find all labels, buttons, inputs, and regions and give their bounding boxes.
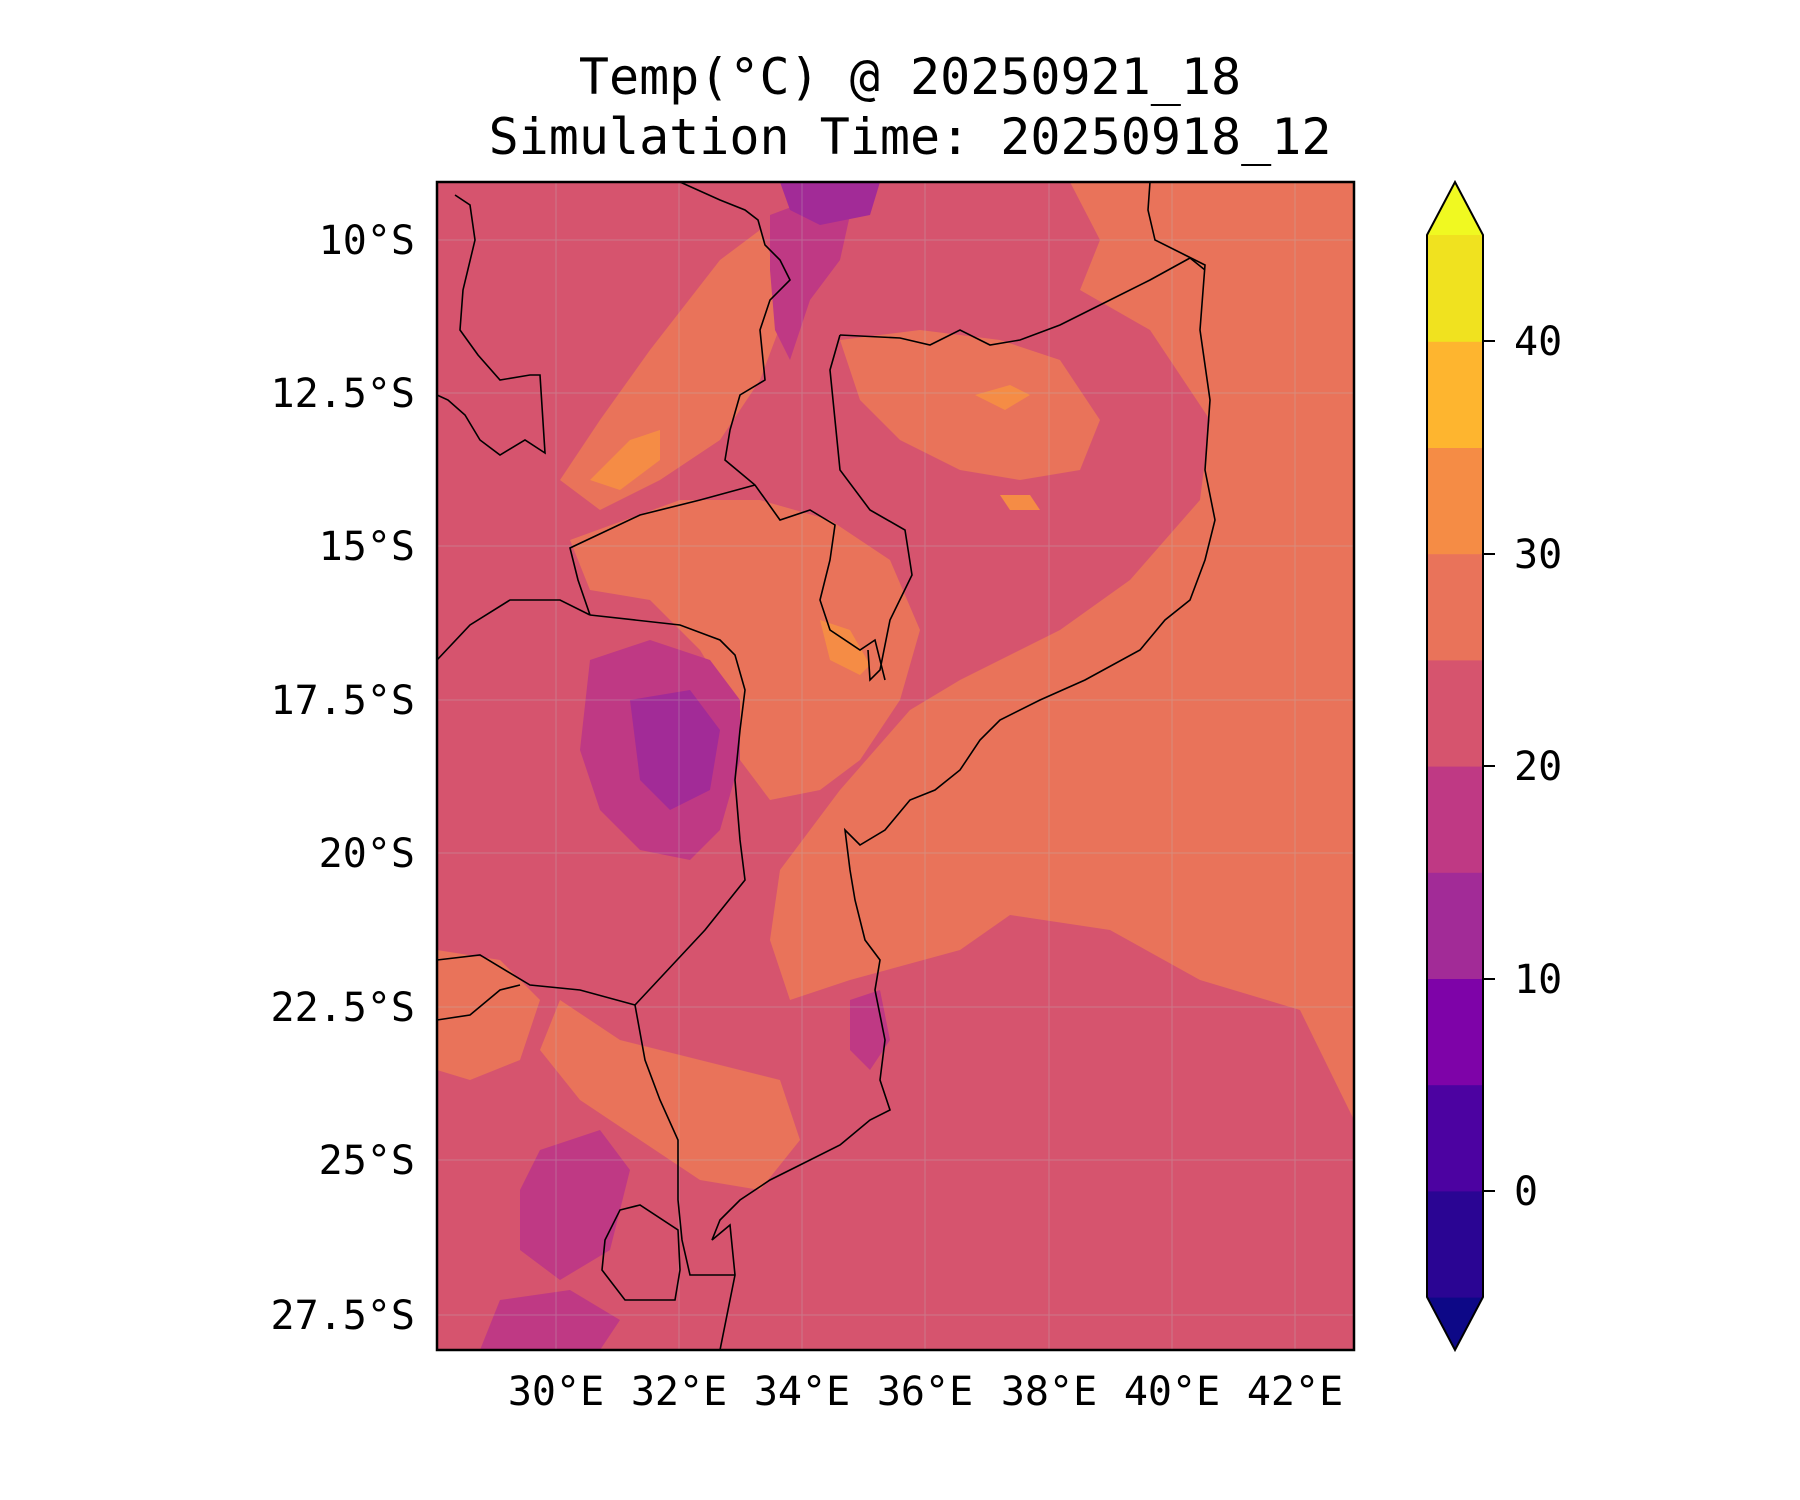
field-warm-west-strip <box>437 950 540 1080</box>
border-eswatini <box>601 1204 681 1301</box>
colorbar-segment <box>1427 872 1483 979</box>
colorbar-extend-min <box>1427 1297 1483 1350</box>
field-warm-central <box>570 500 920 800</box>
lat-tick: 17.5°S <box>271 678 416 724</box>
colorbar-segment <box>1427 1190 1483 1298</box>
field-cold-north-top <box>780 182 880 225</box>
border-zambia-malawi-tanzania <box>679 182 886 681</box>
colorbar-segment <box>1427 766 1483 873</box>
lon-tick: 42°E <box>1247 1369 1343 1415</box>
lat-tick: 20°S <box>319 831 415 877</box>
lon-tick: 34°E <box>754 1369 850 1415</box>
colorbar-tick-label: 30 <box>1514 532 1562 578</box>
colorbar-tick-label: 0 <box>1514 1169 1538 1215</box>
lon-tick: 30°E <box>508 1369 604 1415</box>
lon-tick: 32°E <box>631 1369 727 1415</box>
colorbar-segment <box>1427 341 1483 448</box>
map-title-line1: Temp(°C) @ 20250921_18 <box>578 48 1242 106</box>
colorbar-segments <box>1427 182 1483 1350</box>
lat-tick: 10°S <box>319 218 415 264</box>
border-sa-mozambique <box>634 1004 735 1276</box>
field-hot-streak-1 <box>590 430 660 490</box>
border-zimbabwe-mozambique <box>589 614 746 1006</box>
political-borders <box>437 182 1216 1350</box>
colorbar-tick-label: 10 <box>1514 957 1562 1003</box>
lon-tick: 40°E <box>1124 1369 1220 1415</box>
colorbar-segment <box>1427 553 1483 661</box>
field-warm-region <box>770 182 1354 1120</box>
field-hot-streak-2 <box>820 620 870 675</box>
graticule <box>437 182 1354 1350</box>
field-cool-southwest <box>520 1130 630 1280</box>
map-title-line2: Simulation Time: 20250918_12 <box>488 108 1332 166</box>
colorbar-extend-max <box>1427 182 1483 235</box>
colorbar-segment <box>1427 1084 1483 1192</box>
field-cool-coastal <box>850 990 890 1070</box>
field-warm-band-north <box>560 230 790 510</box>
border-zambia-zimbabwe <box>437 599 591 661</box>
colorbar: 0 10 20 30 40 <box>1426 179 1562 1353</box>
field-cold-zimbabwe-core <box>630 690 720 810</box>
lon-tick: 38°E <box>1001 1369 1097 1415</box>
lat-tick: 15°S <box>319 524 415 570</box>
field-cool-malawi-north <box>770 200 850 360</box>
lon-tick: 36°E <box>877 1369 973 1415</box>
border-drc-zambia <box>437 194 546 456</box>
lat-tick: 22.5°S <box>271 985 416 1031</box>
coastline <box>711 182 1216 1350</box>
border-tanzania-mozambique <box>839 257 1206 346</box>
border-zambia-mozambique <box>569 484 756 616</box>
colorbar-segment <box>1427 235 1483 342</box>
border-zimbabwe-sa <box>437 954 636 1006</box>
temperature-field <box>437 182 1354 1350</box>
lake-malawi-shore <box>829 334 913 682</box>
lon-tick-labels: 30°E 32°E 34°E 36°E 38°E 40°E 42°E <box>508 1369 1343 1415</box>
field-cool-southwest-2 <box>480 1290 620 1350</box>
field-hot-streak-3 <box>975 385 1030 410</box>
colorbar-tick-label: 20 <box>1514 744 1562 790</box>
colorbar-ticks <box>1483 340 1495 1192</box>
colorbar-segment <box>1427 659 1483 767</box>
field-warm-south-inland <box>540 1000 800 1190</box>
plot-frame <box>435 180 1356 1352</box>
field-hot-streak-4 <box>1000 495 1040 510</box>
lat-tick: 12.5°S <box>271 371 416 417</box>
border-botswana-zimbabwe <box>437 984 521 1021</box>
colorbar-tick-label: 40 <box>1514 319 1562 365</box>
lat-tick-labels: 10°S 12.5°S 15°S 17.5°S 20°S 22.5°S 25°S… <box>271 218 416 1339</box>
colorbar-segment <box>1427 978 1483 1086</box>
lat-tick: 25°S <box>319 1138 415 1184</box>
colorbar-outline <box>1426 179 1484 1353</box>
lat-tick: 27.5°S <box>271 1293 416 1339</box>
colorbar-segment <box>1427 447 1483 555</box>
field-warm-northeast <box>840 330 1100 480</box>
